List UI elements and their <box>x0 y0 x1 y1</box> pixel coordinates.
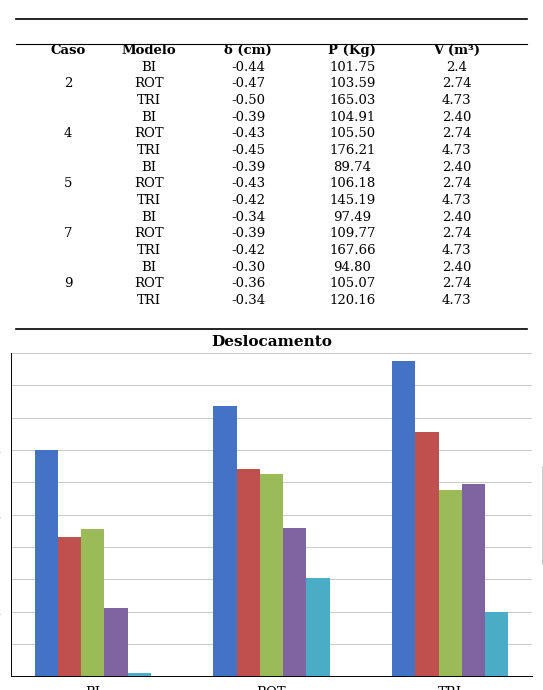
Bar <box>237 469 260 690</box>
Bar <box>306 578 330 690</box>
Bar <box>485 611 508 690</box>
Bar <box>439 491 462 690</box>
Bar <box>128 673 151 690</box>
Bar <box>35 450 58 690</box>
Bar <box>81 529 104 690</box>
Bar <box>58 538 81 690</box>
Bar <box>260 474 283 690</box>
Bar <box>392 361 415 690</box>
Bar <box>283 528 306 690</box>
Bar <box>415 432 439 690</box>
Bar <box>462 484 485 690</box>
Title: Deslocamento: Deslocamento <box>211 335 332 349</box>
Bar <box>104 609 128 690</box>
Bar <box>213 406 237 690</box>
